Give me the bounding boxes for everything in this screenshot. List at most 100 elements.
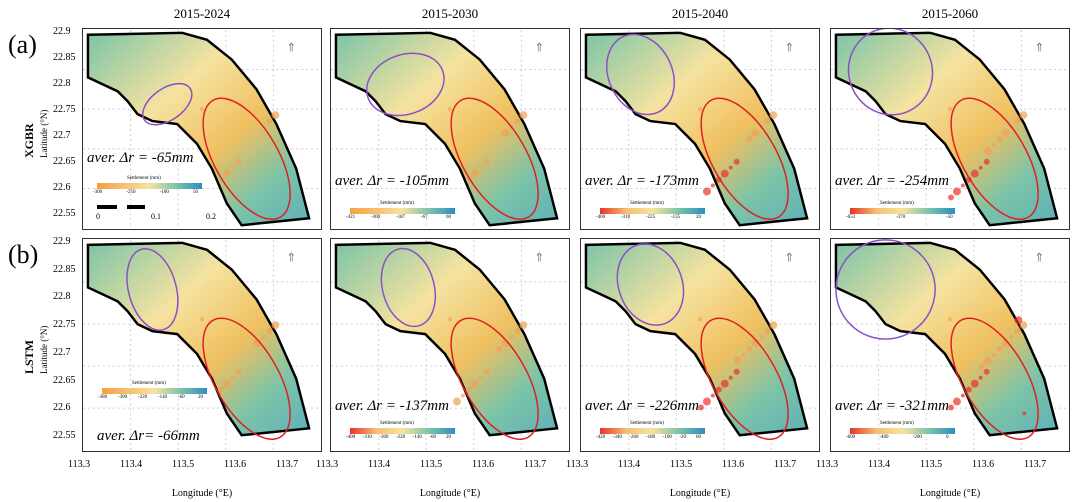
lon-tick: 113.3 [68, 459, 91, 470]
average-settlement: aver. Δr = -254mm [835, 173, 949, 189]
legend-tick: -200 [912, 435, 922, 440]
settlement-hotspot [741, 352, 746, 357]
settlement-hotspot [764, 118, 771, 125]
red-ellipse [700, 317, 789, 440]
legend-tick: -310 [621, 215, 631, 220]
lon-tick: 113.5 [920, 459, 943, 470]
legend-tick: -340 [612, 435, 622, 440]
red-ellipse [450, 97, 539, 221]
legend-tick: -250 [126, 190, 136, 195]
legend-tick: -300 [379, 435, 389, 440]
settlement-hotspot [715, 386, 722, 393]
lon-tick: 113.4 [868, 459, 891, 470]
settlement-hotspot [478, 165, 483, 170]
lon-tick: 113.6 [722, 459, 745, 470]
legend-title: Settlement (mm) [380, 201, 414, 206]
settlement-hotspot [465, 386, 472, 393]
settlement-hotspot [266, 328, 273, 335]
legend-tick: -67 [421, 215, 428, 220]
legend-colorbar [350, 208, 455, 214]
settlement-hotspot [952, 187, 961, 196]
settlement-hotspot [470, 379, 479, 388]
legend-tick: -220 [138, 395, 148, 400]
legend-tick: -400 [346, 435, 356, 440]
red-ellipse [700, 97, 789, 221]
map-panel: ⇑ [830, 238, 1070, 452]
lat-tick: 22.8 [53, 291, 71, 303]
legend-tick: -20 [679, 435, 686, 440]
lat-tick: 22.75 [53, 104, 76, 115]
longitude-label: Longitude (°E) [171, 488, 233, 499]
settlement-hotspot [222, 169, 231, 178]
region-boundary [86, 31, 311, 227]
legend-tick: -421 [346, 215, 356, 220]
lon-tick: 113.5 [670, 459, 693, 470]
legend-colorbar [97, 183, 202, 189]
settlement-hotspot [514, 328, 521, 335]
settlement-hotspot [960, 393, 965, 398]
period-title: 2015-2030 [421, 6, 479, 21]
average-settlement: aver. Δr = -137mm [335, 398, 449, 414]
settlement-hotspot [514, 118, 521, 125]
map-panel: ⇑ [580, 238, 820, 452]
settlement-hotspot [261, 335, 266, 340]
map-panel: ⇑ [82, 28, 322, 230]
scalebar [127, 205, 145, 209]
legend-tick: -60 [178, 395, 185, 400]
settlement-hotspot [710, 393, 715, 398]
settlement-hotspot [983, 146, 992, 155]
lat-tick: 22.75 [53, 319, 76, 331]
settlement-hotspot [1009, 335, 1014, 340]
settlement-hotspot [470, 169, 479, 178]
region-boundary [834, 31, 1059, 227]
lat-tick: 22.6 [53, 182, 71, 193]
settlement-hotspot [948, 107, 952, 112]
legend-tick: -653 [846, 215, 856, 220]
legend-tick: 60 [696, 435, 701, 440]
settlement-hotspot [509, 335, 514, 340]
legend-tick: -300 [93, 190, 103, 195]
lon-tick: 113.7 [276, 459, 299, 470]
north-arrow-icon: ⇑ [286, 41, 296, 55]
red-ellipse [950, 97, 1039, 221]
red-ellipse [202, 317, 291, 440]
scalebar-label: 0.1 [151, 212, 161, 221]
settlement-hotspot [978, 363, 985, 370]
legend-colorbar [850, 428, 955, 434]
panel-tag: (a) [8, 30, 37, 59]
legend-tick: 20 [696, 215, 701, 220]
settlement-hotspot [983, 368, 990, 375]
settlement-hotspot [746, 345, 753, 352]
legend-title: Settlement (mm) [880, 421, 914, 426]
longitude-label: Longitude (°E) [669, 488, 731, 499]
legend-colorbar [102, 388, 207, 394]
north-arrow-icon: ⇑ [784, 41, 794, 55]
lat-tick: 22.7 [53, 346, 71, 358]
settlement-hotspot [235, 368, 242, 375]
lon-tick: 113.6 [972, 459, 995, 470]
settlement-hotspot [996, 345, 1003, 352]
settlement-hotspot [230, 375, 235, 380]
settlement-hotspot [271, 321, 280, 330]
lat-tick: 22.85 [53, 52, 76, 63]
longitude-label: Longitude (°E) [919, 488, 981, 499]
lat-tick: 22.8 [53, 78, 71, 89]
legend-title: Settlement (mm) [630, 201, 664, 206]
period-title: 2015-2040 [671, 6, 729, 21]
settlement-hotspot [702, 187, 711, 196]
map-svg: ⇑ [331, 239, 569, 451]
settlement-hotspot [948, 404, 954, 411]
map-svg: ⇑ [831, 239, 1069, 451]
panel-tag: (b) [8, 240, 39, 269]
settlement-hotspot [448, 107, 452, 112]
legend-title: Settlement (mm) [127, 176, 161, 181]
latitude-label: Latitude (°N) [39, 325, 49, 374]
settlement-hotspot [952, 397, 961, 406]
legend-title: Settlement (mm) [380, 421, 414, 426]
region-boundary [86, 241, 311, 437]
legend-title: Settlement (mm) [880, 201, 914, 206]
red-ellipse [202, 97, 291, 221]
period-title: 2015-2024 [173, 6, 231, 21]
legend-tick: -140 [158, 395, 168, 400]
settlement-hotspot [710, 183, 715, 188]
